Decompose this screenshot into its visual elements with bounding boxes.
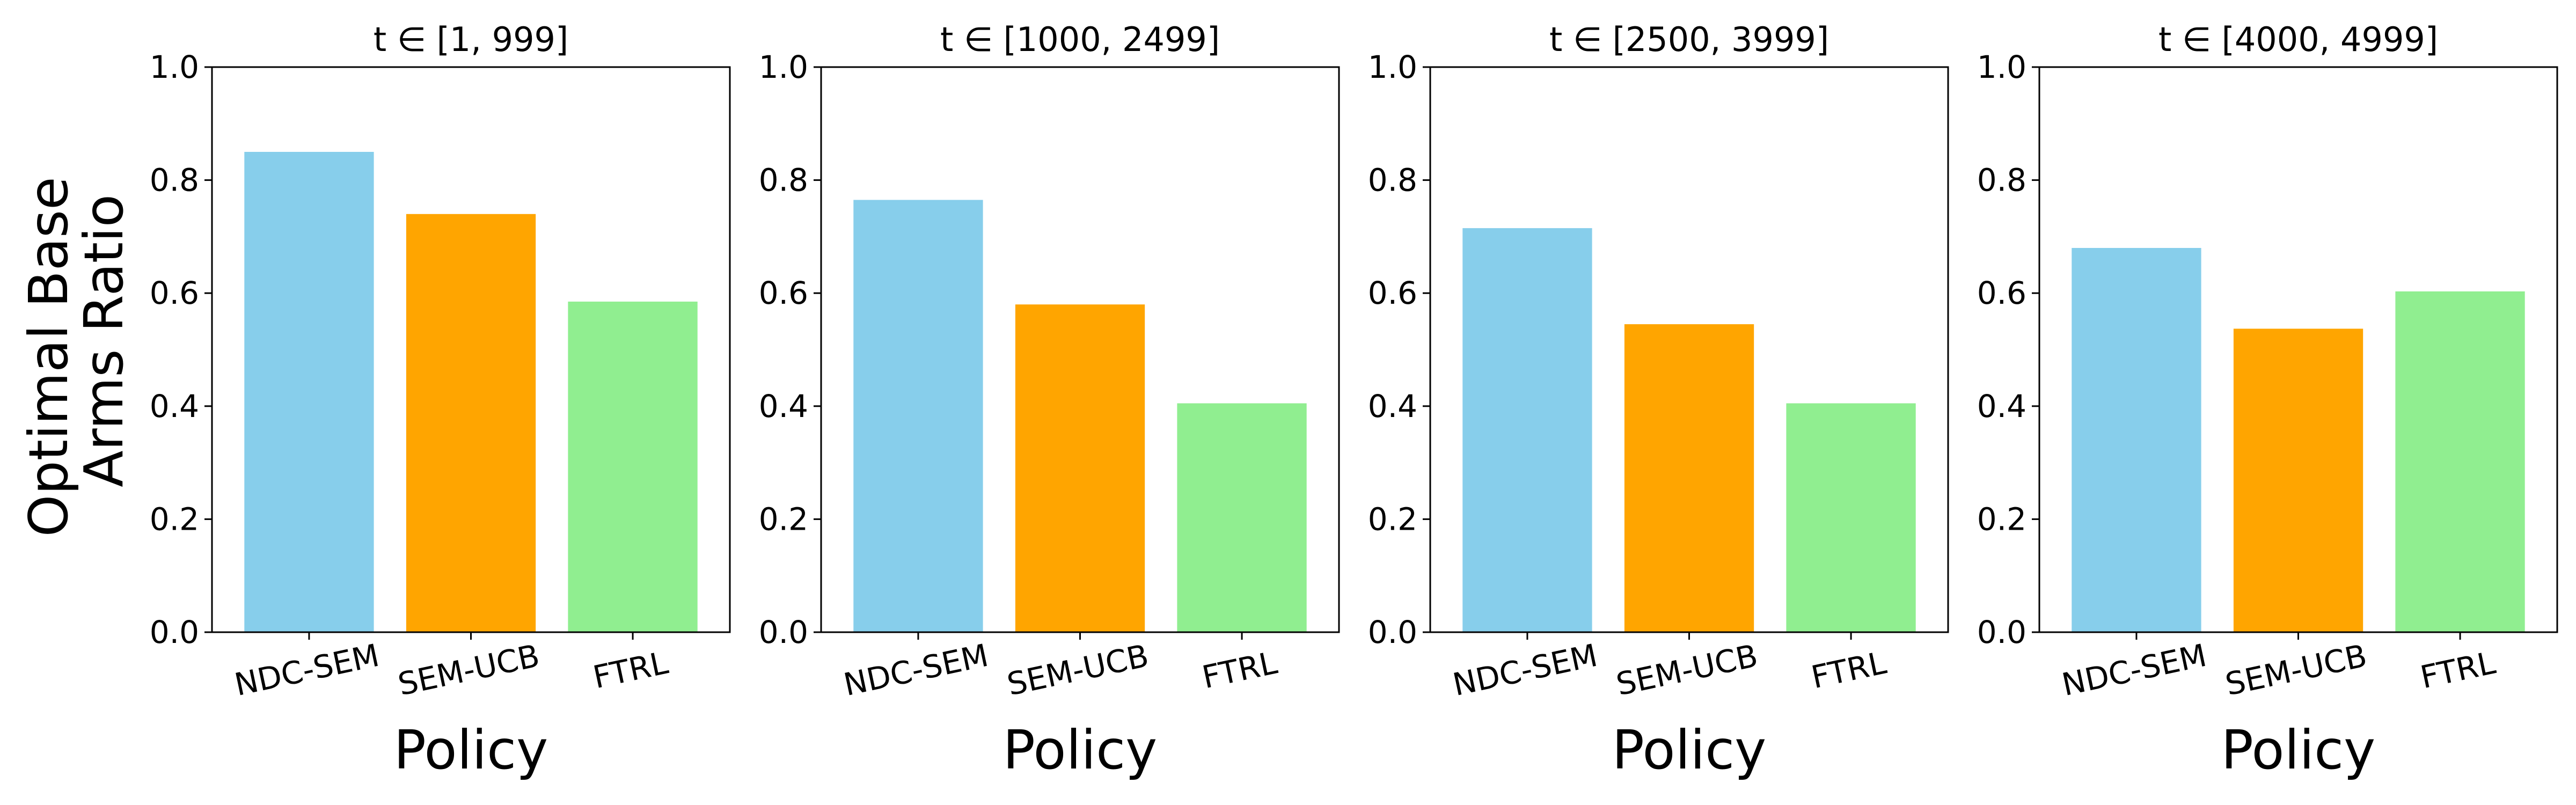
- x-tick-label: NDC-SEM: [231, 637, 382, 703]
- y-tick-label: 0.0: [1368, 614, 1417, 650]
- bar-ftrl: [1786, 403, 1916, 632]
- x-axis-label: Policy: [1003, 719, 1158, 781]
- bar-ndc-sem: [1462, 228, 1592, 633]
- y-tick-label: 0.4: [759, 388, 808, 425]
- y-tick-label: 0.2: [150, 501, 199, 537]
- panel-2: 0.0 0.2 0.4 0.6 0.8 1.0 NDC-SEM SEM-UCB FTRL t ∈ …: [759, 20, 1340, 781]
- x-tick-label: FTRL: [590, 645, 671, 696]
- panel-4: 0.0 0.2 0.4 0.6 0.8 1.0 NDC-SEM SEM-UCB FTRL t ∈ …: [1977, 20, 2558, 781]
- y-tick-label: 0.0: [759, 614, 808, 650]
- x-tick-label: FTRL: [1808, 645, 1889, 696]
- x-tick-label: NDC-SEM: [1450, 637, 1600, 703]
- y-tick-label: 0.4: [1368, 388, 1417, 425]
- x-tick-label: NDC-SEM: [2059, 637, 2209, 703]
- y-tick-label: 0.8: [150, 162, 199, 199]
- y-tick-label: 0.4: [150, 388, 199, 425]
- y-tick-label: 1.0: [759, 49, 808, 85]
- bar-ftrl: [568, 302, 698, 632]
- bar-sem-ucb: [406, 214, 536, 632]
- y-tick-label: 0.4: [1977, 388, 2026, 425]
- x-axis-label: Policy: [1612, 719, 1767, 781]
- y-tick-label: 0.0: [150, 614, 199, 650]
- bar-ndc-sem: [2072, 248, 2201, 632]
- panel-title: t ∈ [1000, 2499]: [940, 20, 1220, 59]
- bar-sem-ucb: [2233, 328, 2363, 632]
- x-axis-label: Policy: [394, 719, 548, 781]
- panel-3: 0.0 0.2 0.4 0.6 0.8 1.0 NDC-SEM SEM-UCB FTRL t ∈ …: [1368, 20, 1949, 781]
- y-tick-label: 1.0: [150, 49, 199, 85]
- x-tick-label: SEM-UCB: [1004, 637, 1152, 702]
- bar-ftrl: [2395, 291, 2525, 632]
- bar-ndc-sem: [244, 152, 374, 632]
- bar-ftrl: [1177, 403, 1307, 632]
- x-tick-label: SEM-UCB: [395, 637, 543, 702]
- y-tick-label: 0.2: [1977, 501, 2026, 537]
- y-tick-label: 0.2: [1368, 501, 1417, 537]
- y-axis-label-line-1: Optimal Base: [17, 177, 80, 537]
- x-tick-label: NDC-SEM: [840, 637, 991, 703]
- y-tick-label: 0.0: [1977, 614, 2026, 650]
- x-tick-label: SEM-UCB: [1613, 637, 1761, 702]
- y-tick-label: 0.6: [1368, 275, 1417, 311]
- y-tick-label: 1.0: [1368, 49, 1417, 85]
- y-tick-label: 0.8: [759, 162, 808, 199]
- x-tick-label: FTRL: [2417, 645, 2498, 696]
- panel-title: t ∈ [4000, 4999]: [2158, 20, 2438, 59]
- y-tick-label: 0.2: [759, 501, 808, 537]
- y-tick-label: 0.6: [759, 275, 808, 311]
- x-tick-label: SEM-UCB: [2222, 637, 2370, 702]
- y-axis-label-line-2: Arms Ratio: [72, 194, 135, 487]
- bar-sem-ucb: [1624, 324, 1754, 632]
- bar-ndc-sem: [853, 200, 983, 632]
- x-axis-label: Policy: [2221, 719, 2376, 781]
- y-tick-label: 0.6: [1977, 275, 2026, 311]
- x-tick-label: FTRL: [1199, 645, 1280, 696]
- y-tick-label: 0.8: [1977, 162, 2026, 199]
- panel-1: 0.0 0.2 0.4 0.6 0.8 1.0 NDC-SEM SEM-UCB FTRL t ∈ …: [150, 20, 731, 781]
- y-axis-label: Optimal Base Arms Ratio: [17, 177, 135, 537]
- y-tick-label: 1.0: [1977, 49, 2026, 85]
- bar-sem-ucb: [1015, 304, 1145, 632]
- y-tick-label: 0.8: [1368, 162, 1417, 199]
- y-tick-label: 0.6: [150, 275, 199, 311]
- panel-title: t ∈ [1, 999]: [374, 20, 568, 59]
- panel-title: t ∈ [2500, 3999]: [1549, 20, 1829, 59]
